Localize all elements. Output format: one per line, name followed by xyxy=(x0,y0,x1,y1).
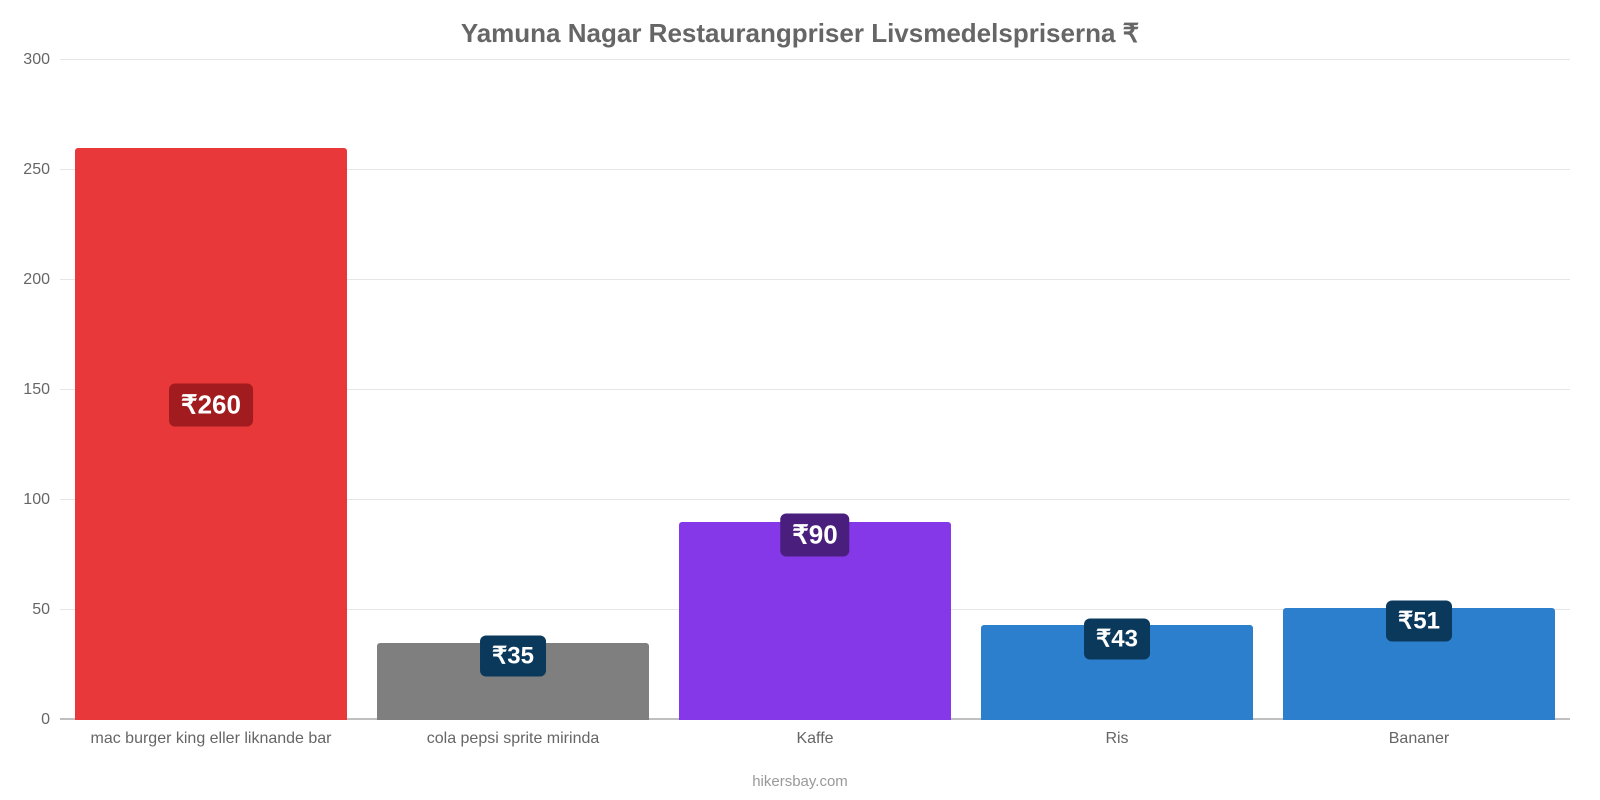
bar-slot: ₹35cola pepsi sprite mirinda xyxy=(362,60,664,720)
bar-slot: ₹260mac burger king eller liknande bar xyxy=(60,60,362,720)
bar xyxy=(75,148,347,720)
value-badge: ₹260 xyxy=(169,384,253,427)
x-tick-label: Ris xyxy=(1105,730,1128,748)
value-badge: ₹43 xyxy=(1084,618,1150,659)
y-tick-label: 200 xyxy=(23,271,50,289)
y-tick-label: 150 xyxy=(23,381,50,399)
x-tick-label: cola pepsi sprite mirinda xyxy=(427,730,600,748)
y-tick-label: 250 xyxy=(23,161,50,179)
y-tick-label: 0 xyxy=(41,711,50,729)
bar-slot: ₹51Bananer xyxy=(1268,60,1570,720)
x-tick-label: Bananer xyxy=(1389,730,1450,748)
y-tick-label: 100 xyxy=(23,491,50,509)
chart-title: Yamuna Nagar Restaurangpriser Livsmedels… xyxy=(0,0,1600,49)
value-badge: ₹51 xyxy=(1386,601,1452,642)
value-badge: ₹35 xyxy=(480,636,546,677)
x-tick-label: mac burger king eller liknande bar xyxy=(90,730,331,748)
y-tick-label: 50 xyxy=(32,601,50,619)
chart-plot-area: 050100150200250300₹260mac burger king el… xyxy=(60,60,1570,720)
x-tick-label: Kaffe xyxy=(796,730,833,748)
bars-container: ₹260mac burger king eller liknande bar₹3… xyxy=(60,60,1570,720)
value-badge: ₹90 xyxy=(780,514,849,557)
bar-slot: ₹43Ris xyxy=(966,60,1268,720)
attribution-text: hikersbay.com xyxy=(0,773,1600,790)
y-tick-label: 300 xyxy=(23,51,50,69)
bar-slot: ₹90Kaffe xyxy=(664,60,966,720)
